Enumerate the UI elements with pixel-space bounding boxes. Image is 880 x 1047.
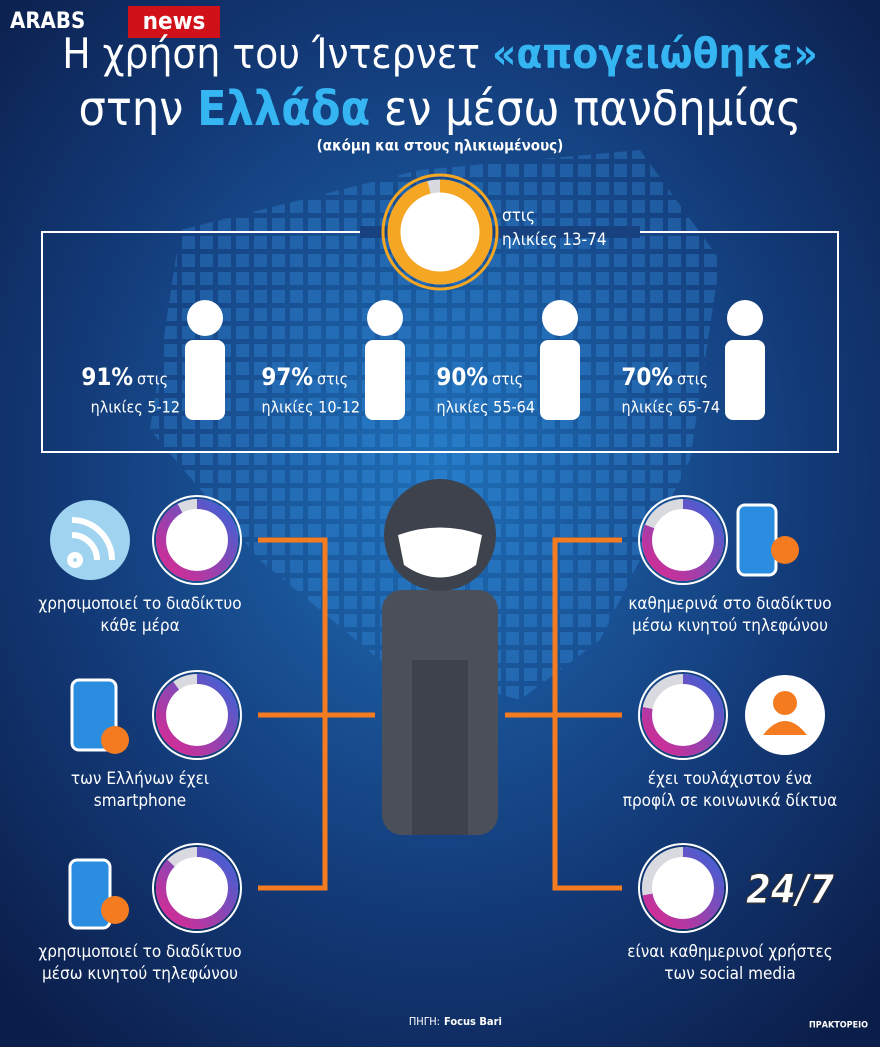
hand-icon — [101, 726, 129, 754]
icons: 24/7 — [50, 500, 835, 930]
donut-label: 87% — [178, 879, 217, 900]
subtitle: (ακόμη και στους ηλικιωμένους) — [317, 137, 564, 155]
person-legs — [412, 660, 468, 835]
phone-icon — [68, 858, 112, 930]
stat-text: μέσω κινητού τηλεφώνου — [42, 964, 238, 984]
donut-rim — [638, 670, 728, 760]
title-line: Η χρήση του Ίντερνετ «απογειώθηκε» — [62, 29, 818, 78]
source: Focus Bari — [444, 1015, 502, 1028]
donut-rim — [638, 843, 728, 933]
overall-word: στις — [502, 206, 535, 226]
hand-icon — [101, 896, 129, 924]
age-word: στις — [317, 370, 348, 389]
hand-icon — [771, 536, 799, 564]
person-head — [187, 300, 223, 336]
logo-247: 24/7 — [746, 867, 834, 913]
stat-text: χρησιμοποιεί το διαδίκτυο — [38, 594, 241, 614]
right-connector — [505, 537, 622, 891]
stat-text: smartphone — [94, 791, 186, 811]
mask — [398, 527, 482, 578]
age-word: στις — [677, 370, 708, 389]
left-connector — [258, 537, 375, 891]
person-body — [540, 340, 580, 420]
title-line: στην Ελλάδα εν μέσω πανδημίας — [79, 81, 802, 137]
source-label: ΠΗΓΗ: — [409, 1015, 440, 1028]
stat-text: μέσω κινητού τηλεφώνου — [632, 616, 828, 636]
donut-label: 90% — [178, 706, 217, 727]
title-text: Η χρήση του Ίντερνετ — [62, 29, 480, 78]
age-range: ηλικίες 5-12 — [91, 398, 180, 417]
person-head — [727, 300, 763, 336]
donut-label: 92% — [178, 531, 217, 552]
donut-arc — [641, 498, 725, 582]
profile-body — [763, 721, 807, 735]
donut-rim — [152, 495, 242, 585]
stat-text: των Ελλήνων έχει — [71, 769, 209, 789]
donut-rim — [638, 495, 728, 585]
title-text: στην — [79, 81, 184, 137]
donut-rim — [381, 173, 499, 291]
age-percent: 70% — [621, 363, 673, 391]
age-word: στις — [492, 370, 523, 389]
donut-arc — [641, 846, 725, 930]
person-body — [725, 340, 765, 420]
age-word: στις — [137, 370, 168, 389]
person-head — [542, 300, 578, 336]
donut-label: 81% — [664, 531, 703, 552]
donut-label: 96% — [412, 219, 468, 249]
donut-rim — [152, 670, 242, 760]
profile-head — [773, 691, 797, 715]
person-head — [367, 300, 403, 336]
wifi-waves — [67, 517, 115, 568]
stat-text: είναι καθημερινοί χρήστες — [627, 942, 832, 962]
age-percent: 90% — [436, 363, 488, 391]
person-body — [185, 340, 225, 420]
title-text: εν μέσω πανδημίας — [384, 81, 802, 137]
donut-arc — [155, 846, 239, 930]
brand-tag-bg — [128, 6, 220, 38]
donut-rim — [152, 843, 242, 933]
donut-arc — [387, 179, 493, 285]
age-percent: 97% — [261, 363, 313, 391]
title-highlight: Ελλάδα — [197, 81, 370, 137]
age-range: ηλικίες 65-74 — [622, 398, 720, 417]
person-body — [365, 340, 405, 420]
age-range: ηλικίες 55-64 — [437, 398, 535, 417]
stat-text: χρησιμοποιεί το διαδίκτυο — [38, 942, 241, 962]
stat-text: καθημερινά στο διαδίκτυο — [628, 594, 831, 614]
donut-label: 78% — [664, 706, 703, 727]
brand-tag: news — [143, 7, 206, 35]
agency: ΠΡΑΚΤΟΡΕΙΟ — [809, 1021, 868, 1031]
connectors — [258, 537, 622, 891]
overall-ages: ηλικίες 13-74 — [502, 230, 607, 250]
phone-icon — [736, 503, 778, 577]
age-percent: 91% — [81, 363, 133, 391]
title-highlight: «απογειώθηκε» — [492, 29, 818, 78]
masked-person — [382, 479, 498, 835]
stat-text: των social media — [664, 964, 796, 984]
donut-arc — [641, 673, 725, 757]
age-range: ηλικίες 10-12 — [262, 398, 360, 417]
map-pattern — [150, 150, 720, 700]
stat-text: κάθε μέρα — [100, 616, 179, 636]
stat-text: έχει τουλάχιστον ένα — [648, 769, 813, 789]
donut-label: 72% — [664, 879, 703, 900]
donut-arc — [155, 673, 239, 757]
donut-arc — [155, 498, 239, 582]
brand: ARABS — [10, 9, 85, 34]
stat-text: προφίλ σε κοινωνικά δίκτυα — [623, 791, 838, 811]
